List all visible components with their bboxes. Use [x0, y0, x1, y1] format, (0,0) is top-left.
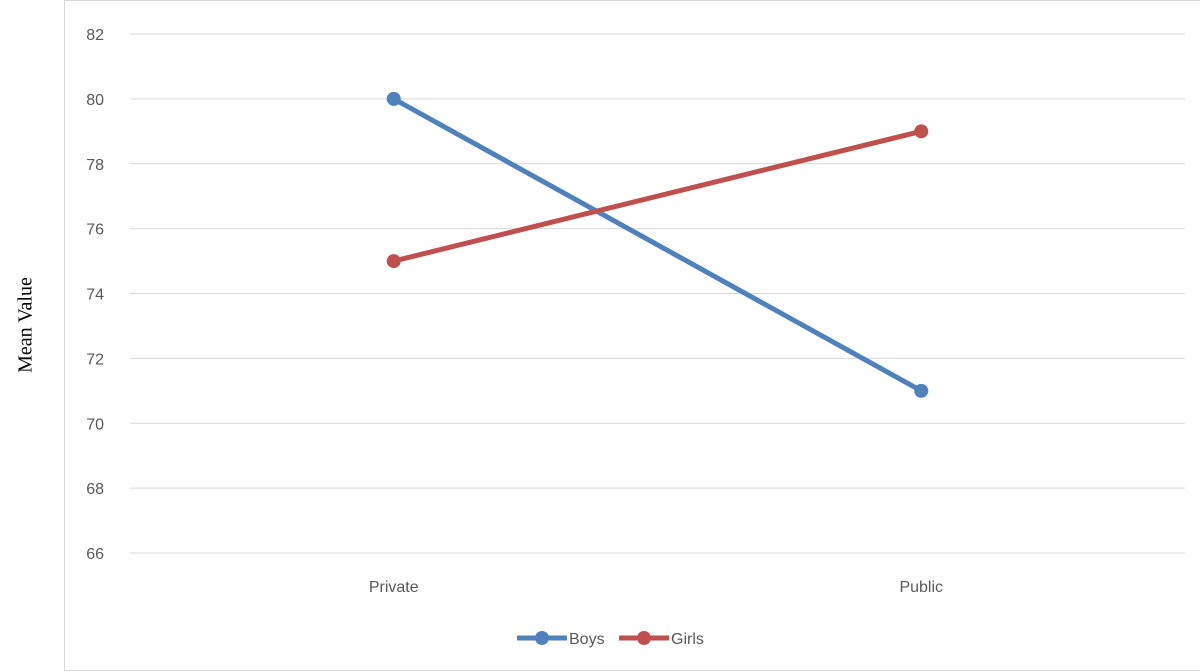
- chart-frame: [64, 0, 1200, 671]
- data-point-girls: [386, 254, 401, 269]
- y-tick-label: 66: [86, 546, 104, 563]
- x-tick-label: Private: [369, 579, 419, 596]
- legend-marker-girls: [637, 631, 651, 645]
- y-axis-ticks: 66 68 70 72 74 76 78 80 82: [86, 27, 104, 563]
- y-tick-label: 76: [86, 222, 104, 239]
- data-point-boys: [914, 383, 929, 398]
- series-line-girls: [391, 128, 924, 264]
- y-tick-label: 82: [86, 27, 104, 44]
- data-point-girls: [914, 124, 929, 139]
- x-axis-ticks: Private Public: [369, 579, 943, 596]
- series-lines: [386, 91, 929, 398]
- y-tick-label: 72: [86, 351, 104, 368]
- legend-label-girls: Girls: [671, 631, 704, 648]
- y-tick-label: 80: [86, 92, 104, 109]
- y-tick-label: 70: [86, 416, 104, 433]
- gridlines: [130, 33, 1185, 554]
- data-point-boys: [386, 91, 401, 106]
- series-line-boys: [391, 96, 924, 394]
- y-tick-label: 78: [86, 157, 104, 174]
- legend-marker-boys: [535, 631, 549, 645]
- y-tick-label: 74: [86, 287, 104, 304]
- y-tick-label: 68: [86, 481, 104, 498]
- x-tick-label: Public: [899, 579, 943, 596]
- legend-label-boys: Boys: [569, 631, 605, 648]
- legend: Boys Girls: [517, 631, 704, 648]
